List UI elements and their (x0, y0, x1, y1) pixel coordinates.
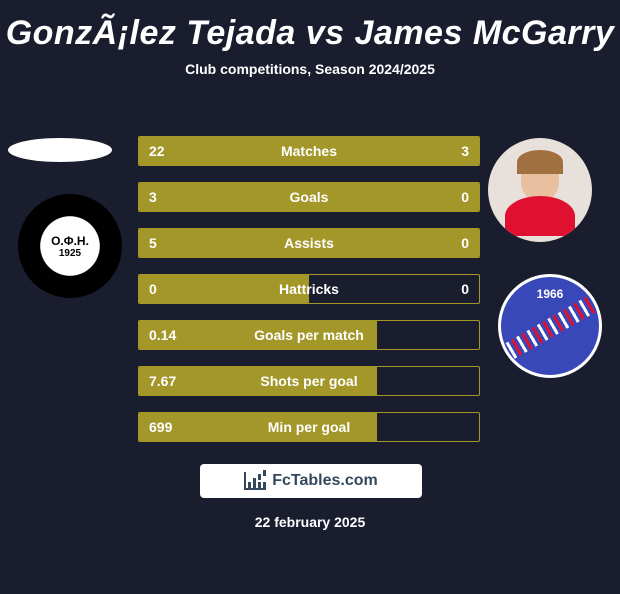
team-right-year: 1966 (537, 287, 564, 301)
stat-label: Shots per goal (139, 367, 479, 395)
footer-brand: FcTables.com (200, 464, 422, 498)
footer-date: 22 february 2025 (0, 514, 620, 530)
stat-row: 00Hattricks (138, 274, 480, 304)
stat-label: Goals (139, 183, 479, 211)
footer-brand-text: FcTables.com (272, 472, 378, 490)
stat-label: Min per goal (139, 413, 479, 441)
stat-row: 50Assists (138, 228, 480, 258)
stat-row: 7.67Shots per goal (138, 366, 480, 396)
stat-row: 223Matches (138, 136, 480, 166)
stat-row: 699Min per goal (138, 412, 480, 442)
stat-label: Matches (139, 137, 479, 165)
player-left-avatar (8, 138, 112, 162)
team-right-logo: 1966 (498, 274, 602, 378)
stats-bars: 223Matches 30Goals 50Assists 00Hattricks 0.1… (138, 136, 480, 458)
chart-icon (244, 472, 266, 490)
team-left-year: 1925 (59, 248, 81, 259)
stat-label: Hattricks (139, 275, 479, 303)
team-left-abbr: O.Φ.H. (51, 234, 89, 248)
stat-row: 0.14Goals per match (138, 320, 480, 350)
stat-row: 30Goals (138, 182, 480, 212)
player-right-avatar (488, 138, 592, 242)
team-left-logo: O.Φ.H. 1925 (18, 194, 122, 298)
season-subtitle: Club competitions, Season 2024/2025 (0, 61, 620, 77)
stat-label: Goals per match (139, 321, 479, 349)
page-title: GonzÃ¡lez Tejada vs James McGarry (0, 14, 620, 53)
stat-label: Assists (139, 229, 479, 257)
